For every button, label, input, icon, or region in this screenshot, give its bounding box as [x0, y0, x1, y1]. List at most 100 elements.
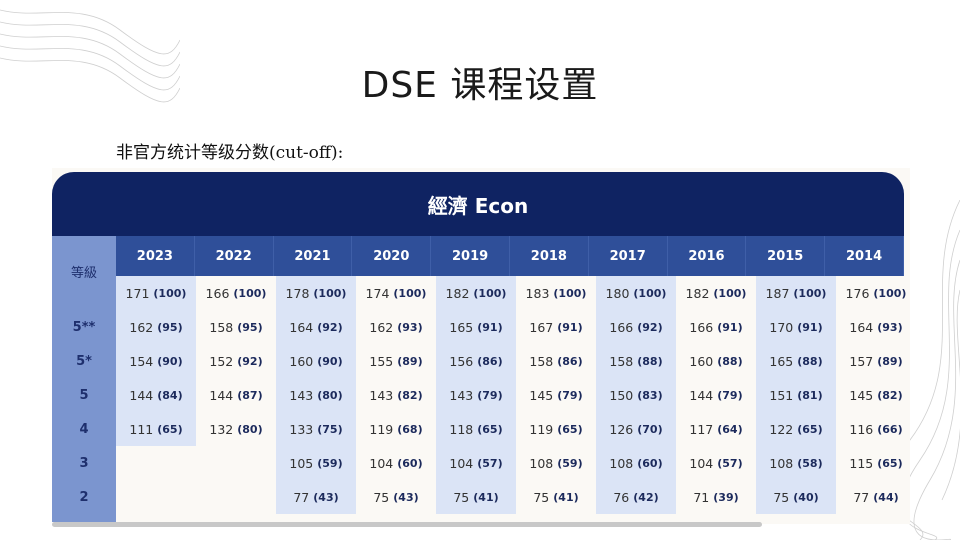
percentage-score: (89)	[877, 354, 903, 368]
percentage-score: (44)	[873, 490, 899, 504]
grade-header: 等級	[70, 266, 97, 281]
grade-label: 5**	[72, 320, 96, 335]
percentage-score: (65)	[557, 422, 583, 436]
score-cell: 143 (82)	[356, 378, 436, 412]
raw-score: 166	[205, 285, 230, 301]
raw-score: 133	[289, 421, 314, 437]
raw-score: 164	[289, 319, 314, 335]
percentage-score: (91)	[557, 320, 583, 334]
score-cell: 75 (41)	[436, 480, 516, 514]
raw-score: 165	[449, 319, 474, 335]
percentage-score: (95)	[157, 320, 183, 334]
shaded-column	[756, 276, 836, 514]
score-cell: 165 (88)	[756, 344, 836, 378]
raw-score: 187	[765, 285, 790, 301]
raw-score: 145	[529, 387, 554, 403]
percentage-score: (87)	[237, 388, 263, 402]
percentage-score: (100)	[313, 286, 347, 300]
score-cell: 162 (95)	[116, 310, 196, 344]
percentage-score: (88)	[797, 354, 823, 368]
score-cell: 105 (59)	[276, 446, 356, 480]
score-cell: 116 (66)	[836, 412, 916, 446]
score-cell: 158 (95)	[196, 310, 276, 344]
percentage-score: (100)	[393, 286, 427, 300]
score-cell: 182 (100)	[676, 276, 756, 310]
score-cell: 144 (79)	[676, 378, 756, 412]
raw-score: 167	[529, 319, 554, 335]
year-header-row: 2023 2022 2021 2020 2019 2018 2017 2016 2015 2014	[116, 236, 904, 276]
raw-score: 155	[369, 353, 394, 369]
raw-score: 71	[693, 489, 710, 505]
raw-score: 143	[289, 387, 314, 403]
raw-score: 77	[293, 489, 310, 505]
percentage-score: (79)	[477, 388, 503, 402]
score-cell: 166 (91)	[676, 310, 756, 344]
percentage-score: (100)	[153, 286, 187, 300]
raw-score: 154	[129, 353, 154, 369]
percentage-score: (41)	[553, 490, 579, 504]
percentage-score: (100)	[233, 286, 267, 300]
score-cell: 176 (100)	[836, 276, 916, 310]
raw-score: 143	[449, 387, 474, 403]
score-cell: 133 (75)	[276, 412, 356, 446]
subject-header: 經濟 Econ	[52, 172, 904, 236]
raw-score: 108	[609, 455, 634, 471]
raw-score: 75	[453, 489, 470, 505]
raw-score: 182	[445, 285, 470, 301]
score-cell: 118 (65)	[436, 412, 516, 446]
year-header-2014: 2014	[825, 236, 904, 276]
score-cell: 165 (91)	[436, 310, 516, 344]
raw-score: 162	[369, 319, 394, 335]
shaded-column	[596, 276, 676, 514]
score-cell: 162 (93)	[356, 310, 436, 344]
percentage-score: (82)	[877, 388, 903, 402]
percentage-score: (82)	[397, 388, 423, 402]
raw-score: 76	[613, 489, 630, 505]
raw-score: 150	[609, 387, 634, 403]
raw-score: 75	[373, 489, 390, 505]
percentage-score: (80)	[317, 388, 343, 402]
percentage-score: (40)	[793, 490, 819, 504]
score-cell: 108 (59)	[516, 446, 596, 480]
raw-score: 77	[853, 489, 870, 505]
raw-score: 151	[769, 387, 794, 403]
raw-score: 144	[129, 387, 154, 403]
raw-score: 176	[845, 285, 870, 301]
raw-score: 144	[689, 387, 714, 403]
grade-label: 3	[79, 456, 89, 471]
grade-label: 5*	[76, 354, 92, 369]
year-header-2018: 2018	[510, 236, 589, 276]
percentage-score: (57)	[717, 456, 743, 470]
percentage-score: (91)	[797, 320, 823, 334]
score-cell: 164 (92)	[276, 310, 356, 344]
raw-score: 178	[285, 285, 310, 301]
percentage-score: (79)	[557, 388, 583, 402]
score-cell: 104 (57)	[436, 446, 516, 480]
score-cell: 111 (65)	[116, 412, 196, 446]
percentage-score: (59)	[317, 456, 343, 470]
percentage-score: (60)	[637, 456, 663, 470]
subject-title: 經濟 Econ	[427, 193, 529, 218]
raw-score: 118	[449, 421, 474, 437]
percentage-score: (91)	[477, 320, 503, 334]
percentage-score: (100)	[473, 286, 507, 300]
grade-label: 2	[79, 490, 89, 505]
shaded-column	[276, 276, 356, 514]
raw-score: 115	[849, 455, 874, 471]
score-cell: 119 (65)	[516, 412, 596, 446]
raw-score: 182	[685, 285, 710, 301]
percentage-score: (42)	[633, 490, 659, 504]
score-cell: 183 (100)	[516, 276, 596, 310]
score-cell: 166 (100)	[196, 276, 276, 310]
raw-score: 122	[769, 421, 794, 437]
score-cell: 75 (40)	[756, 480, 836, 514]
horizontal-scrollbar[interactable]	[52, 522, 762, 527]
raw-score: 132	[209, 421, 234, 437]
percentage-score: (43)	[393, 490, 419, 504]
score-cell: 157 (89)	[836, 344, 916, 378]
raw-score: 105	[289, 455, 314, 471]
percentage-score: (88)	[717, 354, 743, 368]
percentage-score: (60)	[397, 456, 423, 470]
percentage-score: (90)	[317, 354, 343, 368]
score-cell: 170 (91)	[756, 310, 836, 344]
